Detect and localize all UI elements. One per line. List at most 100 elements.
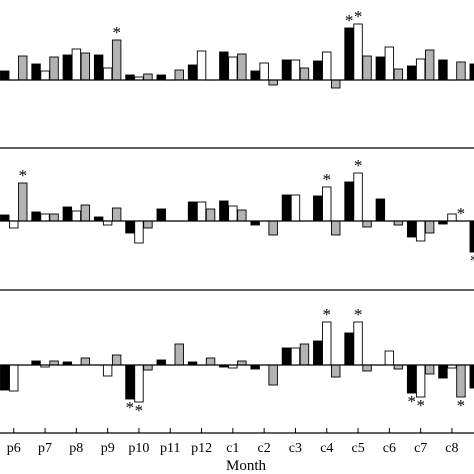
bar-p10-s3 [143,364,153,371]
bar-c4-s2 [322,51,332,81]
bar-p11-s3 [174,343,184,366]
significance-marker: * [19,166,28,185]
bar-p6-s2 [9,220,19,229]
panel-1: ** * [0,7,474,89]
bar-c1-s1 [219,200,229,222]
x-tick-label-c8: c8 [445,441,458,456]
bar-c7-s3 [424,220,435,234]
bar-c3-s1 [281,347,292,366]
bar-p8-s3 [80,52,91,81]
bar-c3-s2 [290,59,301,81]
bar-p11-s1 [156,359,166,366]
bar-c4-s3 [331,79,341,89]
bar-c7-s3 [424,364,435,375]
x-tick-label-p11: p11 [160,441,180,456]
bar-c1-s2 [228,56,238,81]
bar-c7-s2 [415,58,426,81]
bar-c2-s3 [268,364,278,386]
bar-p6-s3 [18,55,28,81]
bar-p12-s1 [187,64,198,81]
bar-p10-s1 [125,220,135,234]
bar-c4-s1 [313,60,323,81]
bar-c2-s2 [259,62,269,81]
bar-p6-s2 [9,364,19,392]
bar-p8-s2 [71,48,82,81]
bar-p12-s2 [196,201,207,222]
bar-c5-s2 [353,321,363,366]
bar-p10-s1 [125,364,135,400]
x-tick-label-p6: p6 [7,441,21,456]
bar-c6-s2 [384,350,395,366]
bar-p7-s2 [40,70,50,81]
bar-c8-s2 [447,213,457,222]
bar-p10-s2 [134,220,144,244]
bar-p8-s1 [62,206,73,222]
bar-p9-s2 [102,220,113,226]
bar-p10-s1 [125,74,135,81]
x-tick-label-c2: c2 [257,441,270,456]
significance-marker: * [416,396,425,415]
bar-p7-s2 [40,213,50,222]
bar-c2-s1 [250,220,260,226]
bar-p10-s3 [143,220,153,229]
x-tick-label-p9: p9 [101,441,115,456]
bar-p11-s1 [156,208,166,222]
bar-c5-s1 [344,332,354,366]
significance-marker: * [323,305,332,324]
bar-c3-s3 [299,343,310,366]
bar-c6-s2 [384,46,395,81]
significance-marker: * [112,23,121,42]
significance-marker: * [126,398,135,417]
bar-c1-s3 [237,53,247,81]
bar-c8-s3 [456,364,466,398]
bar-c4-s1 [313,340,323,366]
bar-c8-s3 [456,61,466,81]
significance-marker: * [354,7,363,26]
bar-p7-s1 [31,63,41,81]
bar-c9-s1 [469,220,474,253]
bar-p12-s3 [205,208,216,222]
bar-p12-s3 [205,357,216,366]
bar-c9-s1 [469,63,474,81]
bar-c3-s2 [290,194,301,222]
significance-marker: * [135,401,144,420]
bar-p9-s3 [111,207,122,222]
bar-c8-s1 [438,59,448,81]
bar-p9-s1 [93,54,104,81]
bar-c7-s1 [406,65,417,81]
bar-c5-s3 [362,220,372,228]
bar-c6-s1 [375,198,386,222]
bar-p8-s2 [71,210,82,222]
bar-c7-s1 [406,220,417,238]
significance-marker: * [354,156,363,175]
significance-marker: * [470,251,474,270]
bar-c1-s1 [219,51,229,81]
x-tick-label-c1: c1 [226,441,239,456]
bar-c5-s1 [344,181,354,222]
x-tick-label-p10: p10 [128,441,149,456]
bar-c4-s3 [331,364,341,378]
bar-c5-s3 [362,364,372,372]
bar-c6-s3 [393,220,404,226]
panel-3: ******** [0,305,474,420]
bar-c6-s1 [375,56,386,81]
panel-2: ****** [0,156,474,270]
bar-p6-s3 [18,182,28,222]
significance-marker: * [457,396,466,415]
bar-p12-s1 [187,201,198,222]
bar-c5-s1 [344,27,354,81]
x-tick-label-c5: c5 [351,441,364,456]
plot-area: *****************p6p7p8p9p10p11p12c1c2c3… [0,7,474,456]
bar-c9-s1 [469,364,474,389]
significance-marker: * [457,204,466,223]
x-tick-label-c6: c6 [383,441,396,456]
bar-c5-s2 [353,172,363,222]
bar-c7-s1 [406,364,417,394]
significance-marker: * [323,170,332,189]
bar-c6-s3 [393,68,404,81]
bar-p9-s2 [102,67,113,81]
bar-c4-s2 [322,321,332,366]
x-tick-label-p12: p12 [191,441,212,456]
bar-p6-s1 [0,214,10,222]
